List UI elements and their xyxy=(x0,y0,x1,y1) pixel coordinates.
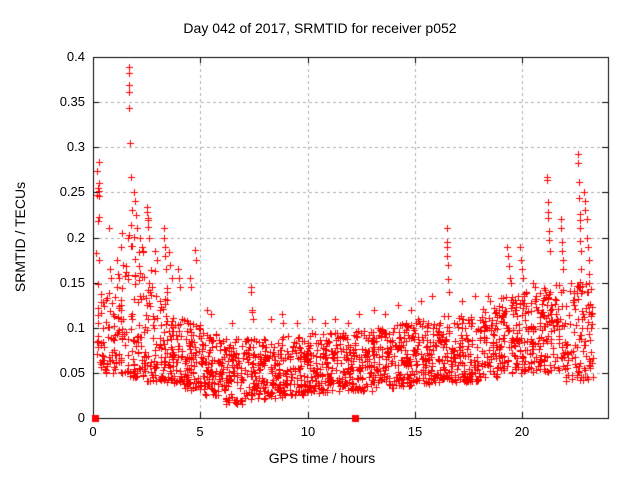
y-tick-label: 0.35 xyxy=(59,94,85,109)
y-tick-label: 0.3 xyxy=(66,139,85,154)
x-tick-label: 15 xyxy=(407,424,423,439)
y-tick-label: 0.2 xyxy=(66,230,85,245)
y-tick-label: 0.15 xyxy=(59,275,85,290)
y-tick-label: 0.1 xyxy=(66,320,85,335)
y-tick-label: 0.4 xyxy=(66,49,85,64)
x-tick-label: 5 xyxy=(196,424,204,439)
y-tick-label: 0.05 xyxy=(59,365,85,380)
x-axis-label: GPS time / hours xyxy=(268,450,376,466)
x-tick-label: 10 xyxy=(300,424,316,439)
y-tick-label: 0.25 xyxy=(59,184,85,199)
chart-title: Day 042 of 2017, SRMTID for receiver p05… xyxy=(183,20,457,36)
y-tick-label: 0 xyxy=(77,410,85,425)
x-tick-label: 20 xyxy=(514,424,530,439)
x-tick-label: 0 xyxy=(89,424,97,439)
